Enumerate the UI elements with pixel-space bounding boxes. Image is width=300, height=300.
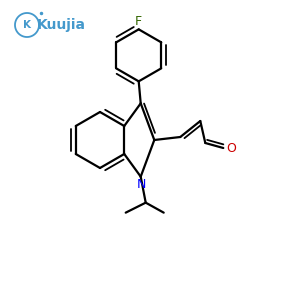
Text: Kuujia: Kuujia [37,18,86,32]
Text: K: K [23,20,31,30]
Text: F: F [135,15,142,28]
Text: O: O [226,142,236,154]
Text: N: N [137,178,146,191]
